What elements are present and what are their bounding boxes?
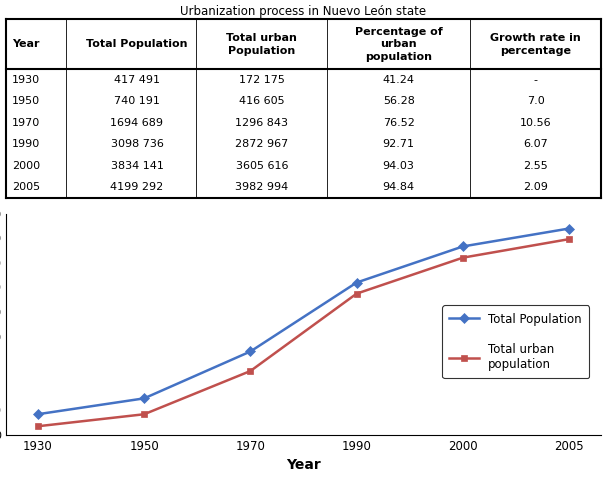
- Text: 1970: 1970: [12, 118, 40, 128]
- Text: 1694 689: 1694 689: [110, 118, 163, 128]
- Text: 92.71: 92.71: [382, 139, 415, 149]
- Text: 3098 736: 3098 736: [110, 139, 163, 149]
- Text: 416 605: 416 605: [239, 97, 285, 106]
- Total urban
population: [34, 423, 41, 429]
- Text: Percentage of
urban
population: Percentage of urban population: [355, 27, 443, 62]
- Text: Total urban
Population: Total urban Population: [226, 33, 297, 56]
- Text: 76.52: 76.52: [383, 118, 415, 128]
- Text: Growth rate in
percentage: Growth rate in percentage: [490, 33, 581, 56]
- Total urban
population: [140, 412, 148, 417]
- Text: 2000: 2000: [12, 161, 40, 170]
- Total urban
population: [459, 255, 466, 260]
- Text: 1950: 1950: [12, 97, 40, 106]
- Text: 94.03: 94.03: [383, 161, 415, 170]
- Text: 2872 967: 2872 967: [236, 139, 288, 149]
- X-axis label: Year: Year: [286, 458, 321, 472]
- Total Population: [353, 280, 360, 285]
- Text: 7.0: 7.0: [527, 97, 544, 106]
- Text: Urbanization process in Nuevo León state: Urbanization process in Nuevo León state: [180, 4, 427, 17]
- Total Population: [459, 243, 466, 249]
- Text: 6.07: 6.07: [523, 139, 548, 149]
- Text: 94.84: 94.84: [382, 182, 415, 192]
- Text: 3834 141: 3834 141: [110, 161, 163, 170]
- Text: 172 175: 172 175: [239, 75, 285, 85]
- Text: 2.55: 2.55: [523, 161, 548, 170]
- Line: Total Population: Total Population: [35, 225, 572, 418]
- Text: 740 191: 740 191: [114, 97, 160, 106]
- Text: 56.28: 56.28: [383, 97, 415, 106]
- Total Population: [565, 226, 572, 231]
- Total Population: [34, 412, 41, 417]
- Total Population: [140, 396, 148, 401]
- Text: 1990: 1990: [12, 139, 40, 149]
- Text: 2.09: 2.09: [523, 182, 548, 192]
- Text: 10.56: 10.56: [520, 118, 551, 128]
- Text: 41.24: 41.24: [382, 75, 415, 85]
- Text: 2005: 2005: [12, 182, 40, 192]
- Text: 3605 616: 3605 616: [236, 161, 288, 170]
- Total urban
population: [246, 368, 254, 374]
- Text: Year: Year: [12, 39, 39, 49]
- Text: -: -: [534, 75, 537, 85]
- Total urban
population: [353, 291, 360, 297]
- Text: 1296 843: 1296 843: [236, 118, 288, 128]
- Line: Total urban
population: Total urban population: [35, 236, 572, 430]
- Total urban
population: [565, 236, 572, 242]
- Text: 1930: 1930: [12, 75, 40, 85]
- Text: Total Population: Total Population: [86, 39, 188, 49]
- Text: 3982 994: 3982 994: [236, 182, 288, 192]
- Legend: Total Population, Total urban
population: Total Population, Total urban population: [443, 305, 589, 378]
- Text: 417 491: 417 491: [114, 75, 160, 85]
- Total Population: [246, 349, 254, 355]
- Text: 4199 292: 4199 292: [110, 182, 163, 192]
